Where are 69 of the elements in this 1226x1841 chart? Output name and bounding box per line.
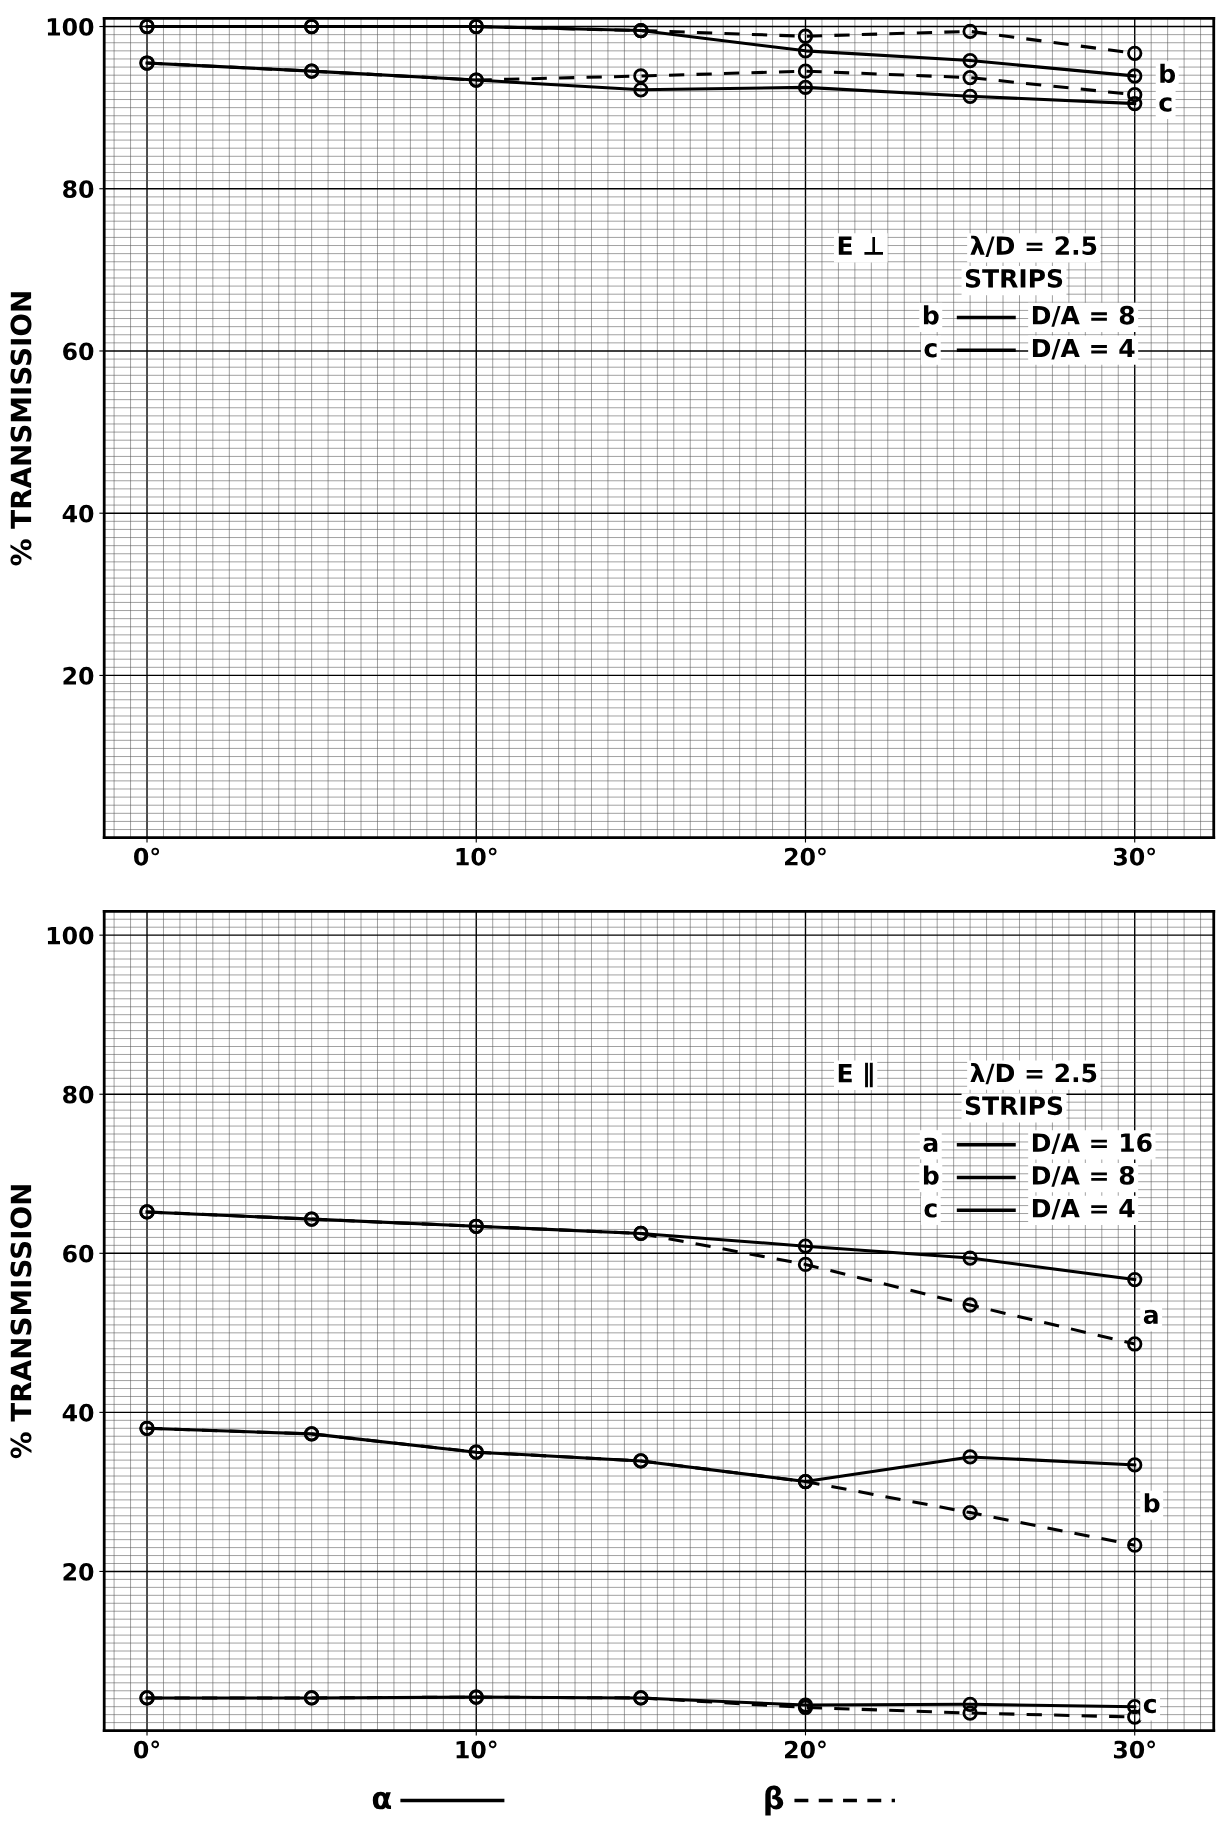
y-tick-label: 60 xyxy=(63,1244,94,1263)
annotation: E ⊥ xyxy=(838,236,883,255)
annotation: b xyxy=(1144,1493,1160,1513)
annotation: STRIPS xyxy=(965,268,1063,288)
point xyxy=(962,1297,978,1313)
annotation: E ∥ xyxy=(838,1062,873,1088)
y-axis-title: % TRANSMISSION xyxy=(10,1185,32,1459)
x-tick-label: 0° xyxy=(134,1740,160,1759)
y-tick-label: 20 xyxy=(63,666,94,685)
annotation: D/A = 4 xyxy=(1032,1198,1135,1220)
annotation: a xyxy=(1143,1309,1158,1325)
annotation: b xyxy=(923,1165,939,1185)
annotation: D/A = 16 xyxy=(1032,1133,1152,1154)
annotation: D/A = 8 xyxy=(1032,305,1135,327)
y-tick-label: 80 xyxy=(63,180,94,199)
point xyxy=(962,1250,978,1266)
annotation: c xyxy=(1143,1698,1156,1714)
point xyxy=(1127,1271,1143,1288)
y-tick-label: 80 xyxy=(63,1085,94,1104)
point xyxy=(962,23,978,40)
point xyxy=(1127,95,1143,112)
point xyxy=(797,1256,814,1273)
annotation: c xyxy=(924,343,937,358)
annotation: c xyxy=(1159,97,1172,112)
text: β xyxy=(765,1785,784,1816)
y-tick-label: 100 xyxy=(47,926,94,945)
annotation: λ/D = 2.5 xyxy=(970,1063,1097,1085)
point xyxy=(962,1504,978,1521)
point xyxy=(633,82,649,98)
annotation: λ/D = 2.5 xyxy=(970,235,1097,258)
point xyxy=(962,52,978,69)
y-tick-label: 20 xyxy=(63,1562,94,1581)
x-tick-label: 30° xyxy=(1113,1740,1155,1759)
point xyxy=(1127,45,1143,61)
point xyxy=(797,1238,814,1254)
annotation: STRIPS xyxy=(965,1096,1063,1116)
point xyxy=(962,69,978,86)
annotation: D/A = 4 xyxy=(1032,338,1135,360)
point xyxy=(797,63,814,79)
x-tick-label: 20° xyxy=(785,847,826,866)
annotation: c xyxy=(924,1203,937,1218)
annotation: b xyxy=(1160,63,1176,84)
y-tick-label: 60 xyxy=(63,342,94,361)
point xyxy=(962,88,978,104)
point xyxy=(1127,1457,1143,1473)
annotation: D/A = 8 xyxy=(1032,1165,1135,1187)
point xyxy=(962,1696,978,1712)
y-tick-label: 40 xyxy=(62,1403,94,1422)
text: α xyxy=(372,1791,392,1810)
x-tick-label: 0° xyxy=(134,847,160,866)
point xyxy=(797,28,814,44)
x-tick-label: 30° xyxy=(1113,847,1155,866)
x-tick-label: 10° xyxy=(456,847,497,866)
point xyxy=(797,43,814,59)
y-axis-title: % TRANSMISSION xyxy=(10,292,32,566)
annotation: a xyxy=(923,1137,938,1153)
point xyxy=(1127,87,1143,103)
point xyxy=(797,79,814,95)
point xyxy=(1127,68,1143,84)
y-tick-label: 40 xyxy=(62,504,94,523)
point xyxy=(962,1705,978,1721)
x-tick-label: 20° xyxy=(785,1740,826,1759)
point xyxy=(633,68,649,84)
point xyxy=(1127,1537,1143,1553)
point xyxy=(962,1449,978,1465)
point xyxy=(1127,1336,1143,1352)
x-tick-label: 10° xyxy=(456,1740,497,1759)
annotation: b xyxy=(923,305,939,325)
y-tick-label: 100 xyxy=(47,17,94,36)
